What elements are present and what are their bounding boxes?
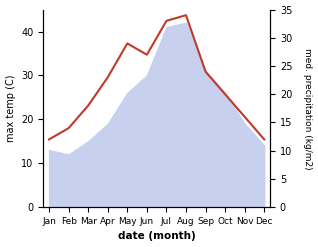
- Y-axis label: max temp (C): max temp (C): [5, 75, 16, 142]
- X-axis label: date (month): date (month): [118, 231, 196, 242]
- Y-axis label: med. precipitation (kg/m2): med. precipitation (kg/m2): [303, 48, 313, 169]
